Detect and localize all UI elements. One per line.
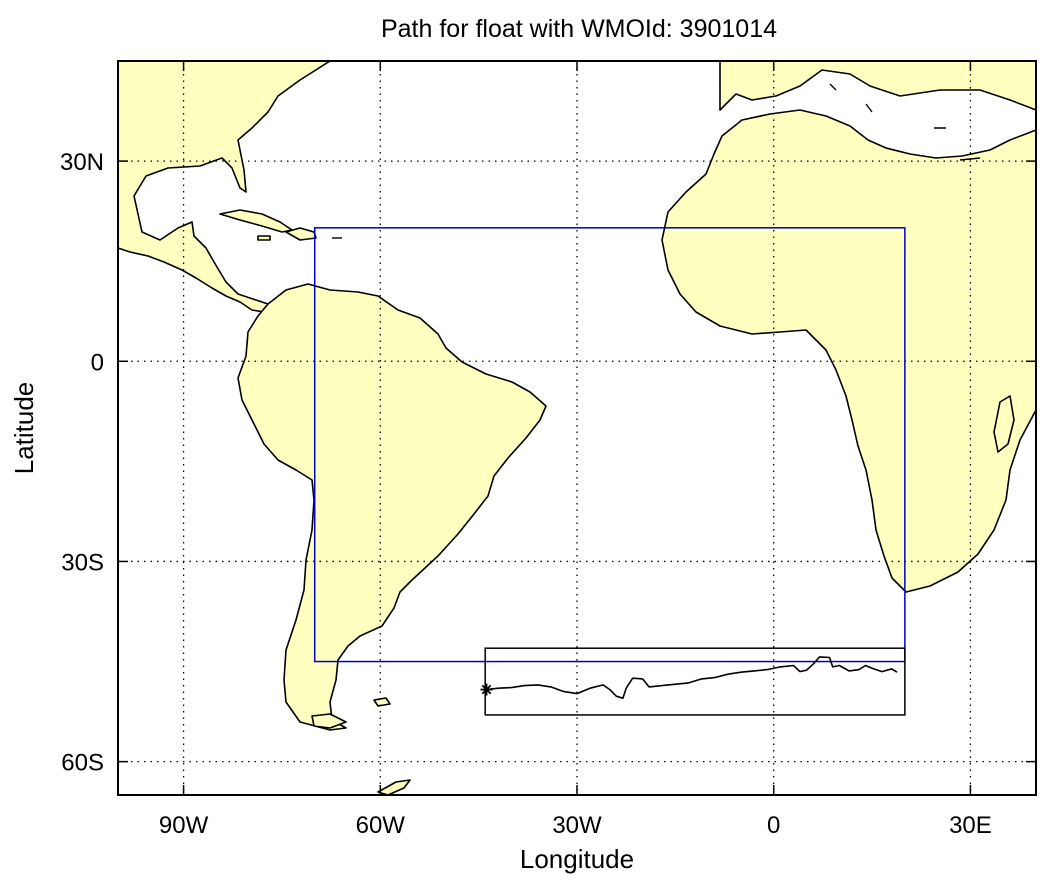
float-track-line: [486, 656, 898, 700]
x-tick-label: 30W: [552, 812, 602, 839]
y-tick-label: 60S: [61, 750, 104, 777]
north-america-landmass: [118, 61, 331, 313]
x-tick-label: 0: [767, 812, 780, 839]
jamaica-island: [257, 235, 271, 241]
region-box: [313, 227, 906, 663]
graticule: [118, 61, 1036, 795]
tierra-del-fuego: [311, 713, 347, 729]
plot-area: [118, 61, 1036, 795]
falkland-islands: [373, 697, 391, 707]
africa-europe-landmass: [661, 61, 1036, 593]
y-tick-label: 30N: [60, 149, 104, 176]
y-tick-label: 0: [91, 349, 104, 376]
x-tick-label: 90W: [159, 812, 209, 839]
x-tick-labels: 90W 60W 30W 0 30E: [159, 812, 992, 839]
x-axis-title: Longitude: [520, 844, 634, 874]
x-tick-label: 60W: [356, 812, 406, 839]
madagascar-island: [993, 395, 1015, 453]
mediterranean-islands: [829, 83, 981, 161]
track-box: [484, 647, 906, 716]
y-axis-title: Latitude: [9, 382, 39, 475]
axis-ticks: [118, 61, 1036, 795]
y-tick-label: 30S: [61, 549, 104, 576]
deploy-marker: [480, 683, 493, 696]
y-tick-labels: 30N 0 30S 60S: [60, 149, 104, 777]
map-title: Path for float with WMOId: 3901014: [381, 15, 777, 43]
x-tick-label: 30E: [949, 812, 992, 839]
